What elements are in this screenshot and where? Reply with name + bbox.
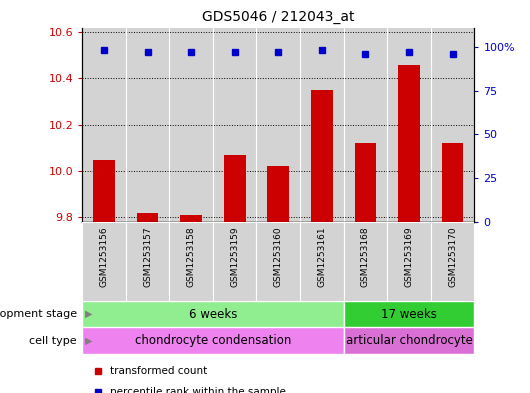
Bar <box>137 213 158 222</box>
FancyBboxPatch shape <box>126 222 169 301</box>
FancyBboxPatch shape <box>343 222 387 301</box>
FancyBboxPatch shape <box>257 222 300 301</box>
Bar <box>93 160 115 222</box>
FancyBboxPatch shape <box>431 222 474 301</box>
Text: transformed count: transformed count <box>110 366 207 376</box>
FancyBboxPatch shape <box>213 222 257 301</box>
Bar <box>267 167 289 222</box>
Text: GSM1253160: GSM1253160 <box>274 226 282 286</box>
Bar <box>224 155 245 222</box>
Bar <box>82 327 343 354</box>
Bar <box>343 301 474 327</box>
Text: GSM1253170: GSM1253170 <box>448 226 457 286</box>
Text: cell type: cell type <box>29 336 77 346</box>
Text: GSM1253168: GSM1253168 <box>361 226 370 286</box>
FancyBboxPatch shape <box>169 222 213 301</box>
FancyBboxPatch shape <box>300 222 343 301</box>
Text: percentile rank within the sample: percentile rank within the sample <box>110 387 286 393</box>
Text: GSM1253161: GSM1253161 <box>317 226 326 286</box>
Text: articular chondrocyte: articular chondrocyte <box>346 334 472 347</box>
Bar <box>441 143 463 222</box>
Text: ▶: ▶ <box>85 309 92 319</box>
FancyBboxPatch shape <box>82 222 126 301</box>
Bar <box>311 90 333 222</box>
Text: development stage: development stage <box>0 309 77 319</box>
Text: ▶: ▶ <box>85 336 92 346</box>
Bar <box>343 327 474 354</box>
Bar <box>355 143 376 222</box>
Bar <box>82 301 343 327</box>
Text: GSM1253157: GSM1253157 <box>143 226 152 286</box>
Bar <box>398 64 420 222</box>
Title: GDS5046 / 212043_at: GDS5046 / 212043_at <box>202 10 355 24</box>
Text: GSM1253169: GSM1253169 <box>404 226 413 286</box>
Text: 17 weeks: 17 weeks <box>381 307 437 321</box>
Text: chondrocyte condensation: chondrocyte condensation <box>135 334 291 347</box>
Text: GSM1253159: GSM1253159 <box>230 226 239 286</box>
Text: 6 weeks: 6 weeks <box>189 307 237 321</box>
Text: GSM1253156: GSM1253156 <box>100 226 109 286</box>
Text: GSM1253158: GSM1253158 <box>187 226 196 286</box>
FancyBboxPatch shape <box>387 222 431 301</box>
Bar <box>180 215 202 222</box>
